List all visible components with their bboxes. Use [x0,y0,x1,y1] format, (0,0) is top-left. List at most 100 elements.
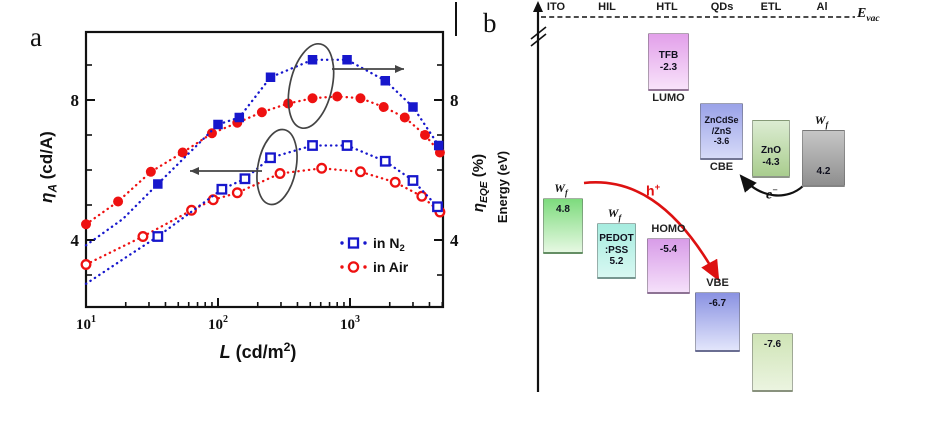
marker-eta-n2 [239,173,251,185]
x-axis-unit-exp: 2 [283,340,291,354]
layer-label-etl: ETL [760,1,782,13]
legend-marker-square [347,237,360,249]
level-label-lumo: LUMO [652,92,685,104]
layer-label-hil: HIL [598,1,616,13]
work-function-label-al: Wf [815,113,828,129]
x-axis-unit-post: ) [290,342,297,362]
marker-eta-air [274,168,286,179]
marker-eqe-air [206,128,217,139]
electron-charge: − [772,186,778,196]
marker-eqe-n2 [153,179,163,189]
energy-band-diagram [530,1,855,392]
wf-symbol: W [554,181,565,195]
marker-eqe-n2 [265,72,276,82]
arrow-head [395,65,404,73]
marker-eta-air [137,231,149,242]
energy-box-text: -2.3 [659,61,678,73]
energy-box-text: -5.4 [659,244,678,255]
energy-box-text: /ZnS [711,125,732,136]
marker-eta-n2 [379,155,391,167]
energy-box-text: :PSS [604,244,629,256]
panel-a-letter: a [30,22,42,52]
crop-mark-line [455,2,457,36]
x-tick-label: 103 [340,314,360,333]
evac-symbol: E [857,6,867,21]
energy-axis-label: Energy (eV) [495,150,510,224]
electron-symbol: e [766,187,773,203]
evac-subscript: vac [866,13,880,24]
efficiency-vs-luminance-chart: 101 102 103 4 4 8 8 in N2 in Air [71,30,459,333]
marker-eta-air [316,162,328,174]
legend-dot [363,265,367,269]
energy-box-zno: ZnO -4.3 [752,120,790,178]
energy-axis-arrowhead [533,1,543,12]
y-tick-label-left: 8 [71,91,80,110]
energy-box-al: 4.2 [802,130,845,187]
marker-eta-n2 [432,201,443,213]
electron-transfer-arrow [739,174,804,197]
marker-eqe-n2 [433,140,444,151]
x-axis-label: L (cd/m2) [158,340,358,363]
marker-eta-n2 [341,140,353,151]
layer-label-qds: QDs [710,1,734,13]
hole-charge: + [654,182,661,193]
wf-subscript: f [825,120,829,130]
electron-transfer-label: e− [766,186,778,204]
level-label-homo: HOMO [651,223,686,235]
marker-eqe-air [145,166,156,177]
legend-marker-circle [347,261,360,273]
marker-eta-n2 [216,183,228,195]
marker-eqe-air [332,91,343,102]
marker-eqe-air [420,130,431,140]
energy-box-tfb: TFB -2.3 [648,33,689,91]
work-function-label-ito: Wf [554,181,567,197]
arrow-head [190,167,199,175]
marker-eta-air [231,187,243,199]
axis-break-slash [530,33,547,47]
energy-box-text: ZnO [761,145,781,157]
marker-eqe-n2 [307,55,318,65]
energy-box-text: -3.6 [713,136,730,147]
energy-box-text: -7.6 [763,339,782,350]
hole-symbol: h [646,182,655,199]
hole-transfer-label: h+ [646,182,660,199]
hole-transfer-arrow [583,181,720,282]
marker-eta-air [355,166,366,178]
marker-eta-n2 [152,231,164,242]
left-axis-unit: (cd/A) [37,131,56,185]
marker-eta-air [389,176,401,188]
axis-break-slash [530,26,547,40]
legend-text: in N2 [373,235,405,254]
energy-box-text: TFB [658,49,679,61]
marker-eta-air [80,259,92,270]
marker-eqe-n2 [380,76,391,86]
axis-indicator-ellipse [287,42,335,130]
wf-symbol: W [607,206,619,220]
x-tick-label: 102 [208,314,228,333]
energy-box-text: -6.7 [708,298,727,309]
energy-box-text: 5.2 [609,256,624,268]
energy-box-vbe: -6.7 [695,292,740,352]
work-function-label-pedot: Wf [608,206,621,222]
y-tick-label-left: 4 [71,231,80,250]
level-label-vbe: VBE [706,277,729,289]
series-line-eta-air [84,167,442,266]
energy-box-homo: -5.4 [647,238,690,294]
layer-label-al: Al [816,1,828,13]
panel-b-letter: b [483,8,497,38]
series-line-eqe-n2 [84,58,440,247]
energy-box-text: PEDOT [599,232,634,244]
marker-eqe-air [81,219,91,230]
marker-eqe-air [113,196,124,207]
energy-box-text: ZnCdSe [704,115,739,126]
eta-symbol: η [37,192,56,203]
marker-eta-n2 [407,175,419,186]
marker-eta-n2 [265,152,276,164]
layer-label-htl: HTL [656,1,678,13]
vacuum-level-label: Evac [857,6,880,24]
energy-box-qds-cbe: ZnCdSe/ZnS -3.6 [700,103,743,160]
energy-box-text: 4.2 [816,166,831,178]
energy-box-text: 4.8 [556,204,570,215]
wf-symbol: W [814,113,826,127]
